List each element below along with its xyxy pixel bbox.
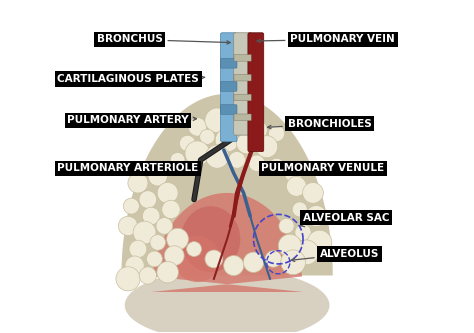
- Circle shape: [150, 235, 165, 250]
- Circle shape: [228, 152, 246, 168]
- FancyBboxPatch shape: [220, 82, 237, 91]
- Circle shape: [268, 158, 285, 175]
- Circle shape: [157, 261, 178, 283]
- Circle shape: [128, 173, 148, 193]
- Circle shape: [281, 250, 306, 275]
- Circle shape: [205, 108, 229, 133]
- Circle shape: [170, 153, 185, 167]
- Circle shape: [286, 176, 306, 196]
- Circle shape: [139, 267, 156, 284]
- FancyBboxPatch shape: [234, 55, 251, 61]
- FancyBboxPatch shape: [220, 105, 237, 114]
- Circle shape: [279, 218, 294, 233]
- FancyBboxPatch shape: [234, 114, 251, 121]
- Circle shape: [246, 120, 267, 141]
- Circle shape: [146, 251, 163, 267]
- Circle shape: [188, 118, 207, 136]
- FancyBboxPatch shape: [248, 33, 264, 152]
- Circle shape: [185, 141, 210, 166]
- Circle shape: [265, 251, 282, 267]
- Circle shape: [133, 221, 156, 244]
- Circle shape: [295, 224, 311, 241]
- Circle shape: [307, 230, 332, 255]
- Text: ALVEOLAR SAC: ALVEOLAR SAC: [301, 213, 389, 227]
- Circle shape: [200, 129, 215, 144]
- Circle shape: [139, 191, 156, 208]
- Ellipse shape: [181, 206, 240, 272]
- Polygon shape: [151, 193, 303, 292]
- Circle shape: [118, 216, 138, 236]
- FancyBboxPatch shape: [220, 59, 237, 68]
- Circle shape: [179, 135, 196, 152]
- Text: PULMONARY VEIN: PULMONARY VEIN: [257, 34, 395, 44]
- Circle shape: [215, 128, 239, 152]
- Circle shape: [226, 113, 248, 135]
- Text: PULMONARY ARTERY: PULMONARY ARTERY: [67, 115, 197, 125]
- Circle shape: [294, 240, 319, 265]
- Circle shape: [157, 182, 178, 203]
- Circle shape: [125, 256, 144, 275]
- Circle shape: [116, 267, 140, 291]
- Circle shape: [302, 182, 323, 203]
- Text: PULMONARY VENULE: PULMONARY VENULE: [261, 163, 384, 173]
- Text: CARTILAGINOUS PLATES: CARTILAGINOUS PLATES: [57, 74, 205, 84]
- Circle shape: [255, 136, 278, 158]
- Circle shape: [306, 205, 327, 226]
- Circle shape: [142, 207, 160, 225]
- Circle shape: [206, 145, 229, 168]
- Polygon shape: [121, 94, 333, 275]
- Circle shape: [224, 255, 244, 276]
- FancyBboxPatch shape: [234, 94, 251, 101]
- FancyBboxPatch shape: [220, 33, 237, 142]
- Text: BRONCHIOLES: BRONCHIOLES: [268, 119, 371, 129]
- Circle shape: [162, 200, 180, 219]
- Text: PULMONARY ARTERIOLE: PULMONARY ARTERIOLE: [57, 163, 199, 173]
- Circle shape: [248, 155, 265, 171]
- Circle shape: [164, 246, 184, 265]
- Circle shape: [278, 234, 301, 257]
- FancyBboxPatch shape: [234, 74, 251, 81]
- Circle shape: [205, 250, 223, 268]
- FancyBboxPatch shape: [234, 33, 252, 135]
- Text: BRONCHUS: BRONCHUS: [97, 34, 230, 44]
- Circle shape: [156, 218, 173, 234]
- Ellipse shape: [125, 269, 329, 333]
- Text: ALVEOLUS: ALVEOLUS: [292, 249, 379, 261]
- Circle shape: [129, 240, 147, 258]
- Circle shape: [123, 198, 139, 214]
- Circle shape: [292, 202, 307, 217]
- Circle shape: [187, 242, 201, 256]
- Circle shape: [243, 252, 264, 272]
- Circle shape: [167, 228, 189, 250]
- Circle shape: [237, 133, 257, 154]
- Ellipse shape: [174, 236, 220, 282]
- Circle shape: [148, 167, 167, 186]
- Circle shape: [269, 126, 285, 142]
- Circle shape: [284, 164, 302, 182]
